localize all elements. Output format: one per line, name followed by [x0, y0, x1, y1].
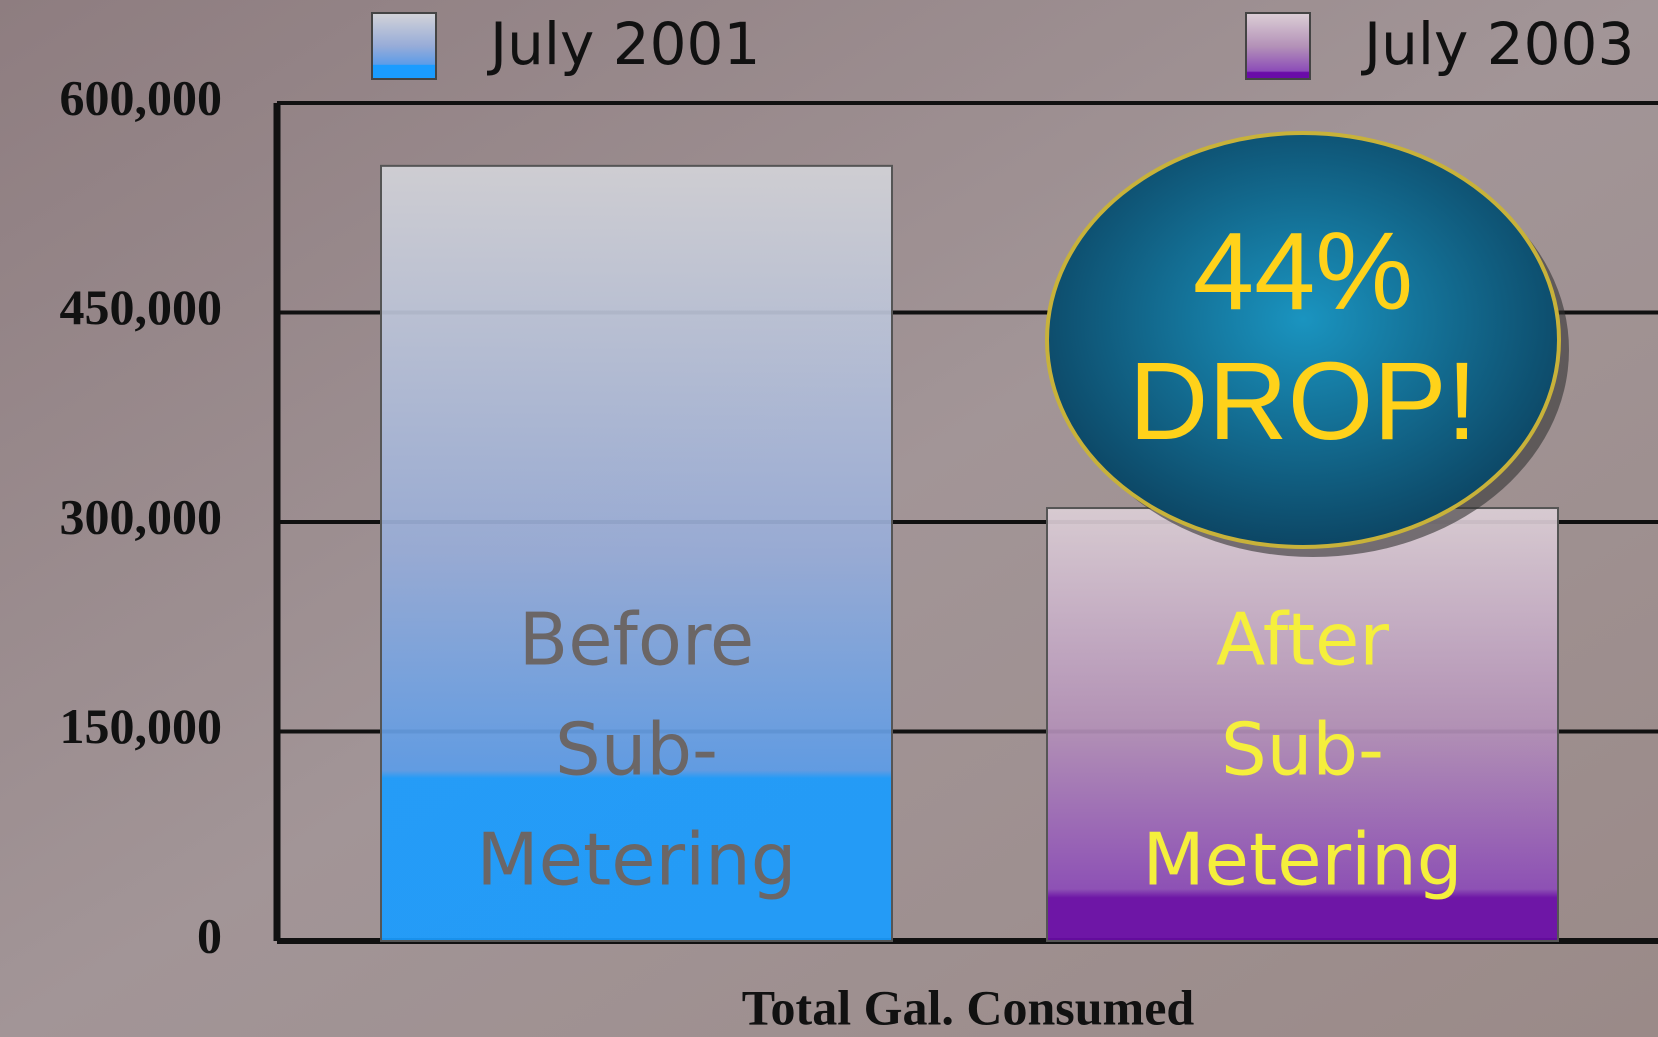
x-axis-label: Total Gal. Consumed: [742, 979, 1195, 1035]
page: Total Gal. Consumed 0 150,000 300,000 450,0…: [0, 0, 1658, 1037]
legend-label: July 2001: [487, 10, 760, 78]
y-tick-label: 150,000: [60, 698, 223, 754]
y-tick-label: 600,000: [60, 69, 223, 125]
chart: Total Gal. Consumed 0 150,000 300,000 450,0…: [0, 0, 1658, 1037]
y-tick-label: 300,000: [60, 488, 223, 544]
y-tick-label: 450,000: [60, 279, 223, 335]
y-tick-label: 0: [197, 907, 222, 963]
bar-label: After: [1216, 598, 1389, 682]
bar-label: Metering: [1143, 818, 1463, 902]
annotation-text: 44%: [1193, 210, 1413, 333]
bar-label: Sub-: [1221, 708, 1384, 792]
legend-label: July 2003: [1361, 10, 1634, 78]
legend-swatch: [1246, 13, 1310, 79]
bar-label: Metering: [477, 818, 797, 902]
bar-label: Sub-: [555, 708, 718, 792]
legend-swatch: [372, 13, 436, 79]
annotation-text: DROP!: [1129, 340, 1477, 463]
bar-label: Before: [519, 598, 754, 682]
